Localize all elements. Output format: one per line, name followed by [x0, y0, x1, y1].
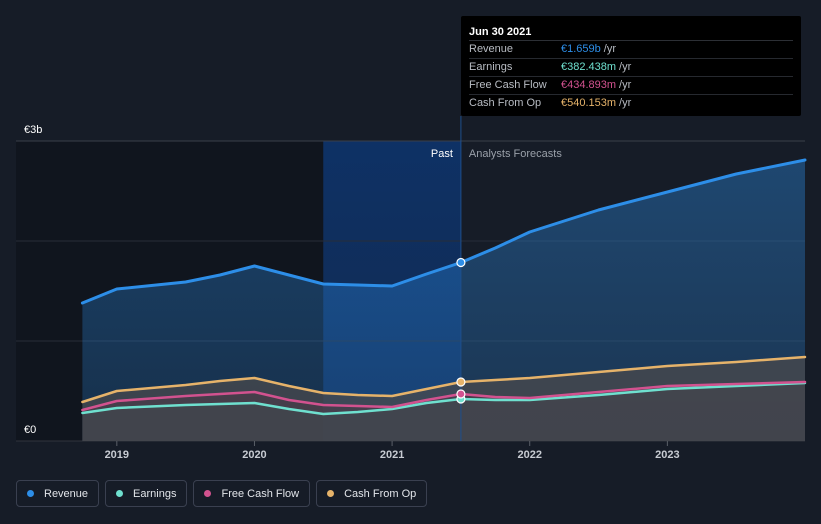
- forecast-label: Analysts Forecasts: [469, 148, 562, 160]
- free-cash-flow-dot-icon: [204, 490, 212, 497]
- tooltip-row-label: Cash From Op: [469, 97, 542, 109]
- tooltip-row-revenue: Revenue €1.659b /yr: [469, 41, 793, 59]
- tooltip-row-label: Free Cash Flow: [469, 79, 547, 91]
- tooltip-date: Jun 30 2021: [469, 24, 793, 41]
- x-tick-label: 2021: [380, 449, 404, 461]
- y-tick-label: €0: [24, 424, 36, 436]
- earnings-area: [82, 383, 805, 441]
- earnings-line: [81, 381, 807, 416]
- tooltip-row-free-cash-flow: Free Cash Flow €434.893m /yr: [469, 77, 793, 95]
- cash-from-op-dot-icon: [327, 490, 335, 497]
- cash-from-op-marker: [456, 377, 466, 387]
- tooltip-row-label: Revenue: [469, 43, 514, 55]
- x-tick-label: 2019: [105, 449, 129, 461]
- past-label: Past: [431, 148, 453, 160]
- revenue-line: [80, 158, 807, 305]
- tooltip-row-value: €434.893m: [561, 79, 617, 91]
- y-tick-label: €3b: [24, 124, 42, 136]
- cash-from-op-line: [81, 355, 807, 404]
- tooltip-row-unit: /yr: [619, 97, 632, 109]
- legend-item-earnings[interactable]: Earnings: [105, 480, 188, 507]
- revenue-marker: [456, 257, 466, 268]
- x-tick-label: 2020: [242, 449, 266, 461]
- tooltip-row-value: €382.438m: [561, 61, 617, 73]
- legend-label: Earnings: [133, 487, 177, 500]
- tooltip-row-unit: /yr: [619, 79, 632, 91]
- tooltip-row-unit: /yr: [619, 61, 632, 73]
- tooltip-row-unit: /yr: [603, 43, 616, 55]
- legend-label: Cash From Op: [344, 487, 417, 500]
- free-cash-flow-marker: [456, 389, 466, 399]
- chart-legend: Revenue Earnings Free Cash Flow Cash Fro…: [16, 480, 428, 509]
- tooltip-row-value: €540.153m: [561, 97, 617, 109]
- free-cash-flow-line: [81, 380, 807, 412]
- legend-item-free-cash-flow[interactable]: Free Cash Flow: [193, 480, 311, 507]
- tooltip-row-value: €1.659b: [561, 43, 601, 55]
- x-tick-label: 2023: [655, 449, 679, 461]
- legend-item-revenue[interactable]: Revenue: [16, 480, 100, 507]
- legend-label: Revenue: [44, 487, 89, 500]
- hover-tooltip: Jun 30 2021 Revenue €1.659b /yr Earnings…: [461, 16, 801, 116]
- legend-item-cash-from-op[interactable]: Cash From Op: [316, 480, 428, 507]
- tooltip-row-earnings: Earnings €382.438m /yr: [469, 59, 793, 77]
- tooltip-row-cash-from-op: Cash From Op €540.153m /yr: [469, 95, 793, 112]
- x-tick-label: 2022: [517, 449, 541, 461]
- tooltip-row-label: Earnings: [469, 61, 513, 73]
- legend-label: Free Cash Flow: [221, 487, 300, 500]
- earnings-dot-icon: [116, 490, 124, 497]
- revenue-dot-icon: [27, 490, 34, 497]
